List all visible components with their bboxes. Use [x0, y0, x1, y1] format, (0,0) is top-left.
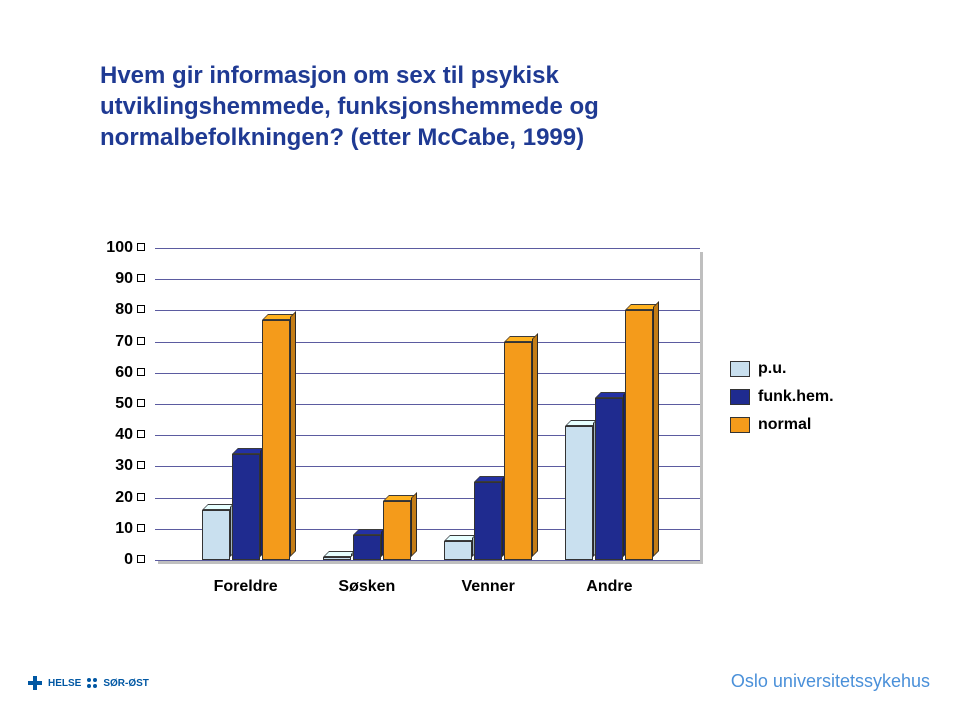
brand-left-text: HELSE	[48, 678, 81, 689]
bar-side	[653, 301, 659, 557]
y-tick-label: 0	[98, 551, 133, 569]
y-tick-box	[137, 430, 145, 438]
x-label: Foreldre	[214, 578, 278, 596]
bar-funk	[353, 535, 381, 560]
dots-icon	[87, 678, 97, 688]
bar-side	[290, 311, 296, 557]
legend-label: normal	[758, 416, 811, 434]
bar-funk	[232, 454, 260, 560]
x-label: Andre	[586, 578, 632, 596]
y-tick-box	[137, 524, 145, 532]
legend-swatch	[730, 417, 750, 433]
bar-norm	[625, 310, 653, 560]
grid-line	[155, 248, 700, 249]
y-tick-box	[137, 399, 145, 407]
y-axis: 0102030405060708090100	[100, 240, 145, 560]
y-tick-box	[137, 555, 145, 563]
legend-label: funk.hem.	[758, 388, 834, 406]
y-tick-label: 20	[98, 489, 133, 507]
y-tick-label: 100	[98, 239, 133, 257]
brand-left: HELSE SØR-ØST	[28, 676, 149, 690]
y-tick-box	[137, 274, 145, 282]
grid-line	[155, 279, 700, 280]
y-tick-box	[137, 368, 145, 376]
grid-line	[155, 342, 700, 343]
brand-left-sub: SØR-ØST	[103, 678, 149, 689]
bar-side	[411, 492, 417, 557]
y-tick-label: 70	[98, 333, 133, 351]
grid-line	[155, 373, 700, 374]
bar-funk	[595, 398, 623, 560]
bar-funk	[474, 482, 502, 560]
x-label: Søsken	[338, 578, 395, 596]
y-tick-label: 60	[98, 364, 133, 382]
chart-container: 0 10 20 30 40 50 60 70 80 90 100 Foreldre Søsken Ven…	[100, 240, 860, 600]
y-tick-label: 30	[98, 457, 133, 475]
bar-norm	[504, 342, 532, 560]
legend-item-norm: normal	[730, 416, 860, 434]
legend-swatch	[730, 361, 750, 377]
legend-swatch	[730, 389, 750, 405]
y-tick-box	[137, 493, 145, 501]
y-tick-box	[137, 337, 145, 345]
legend-label: p.u.	[758, 360, 786, 378]
x-axis: Foreldre Søsken Venner Andre	[155, 572, 700, 602]
bar-pu	[444, 541, 472, 560]
y-tick-label: 50	[98, 395, 133, 413]
bar-pu	[323, 557, 351, 560]
x-label: Venner	[461, 578, 514, 596]
y-tick-label: 40	[98, 426, 133, 444]
helse-cross-icon	[28, 676, 42, 690]
brand-right: Oslo universitetssykehus	[731, 671, 930, 692]
y-tick-label: 80	[98, 301, 133, 319]
bar-pu	[202, 510, 230, 560]
y-tick-box	[137, 243, 145, 251]
grid-line	[155, 310, 700, 311]
bar-norm	[262, 320, 290, 560]
legend-item-pu: p.u.	[730, 360, 860, 378]
bar-norm	[383, 501, 411, 560]
bar-pu	[565, 426, 593, 560]
y-tick-label: 90	[98, 270, 133, 288]
y-tick-label: 10	[98, 520, 133, 538]
y-tick-box	[137, 305, 145, 313]
plot-area	[155, 248, 700, 560]
legend: p.u. funk.hem. normal	[730, 360, 860, 444]
y-tick-box	[137, 461, 145, 469]
legend-item-funk: funk.hem.	[730, 388, 860, 406]
bar-side	[532, 333, 538, 557]
grid-line	[155, 560, 700, 561]
chart-title: Hvem gir informasjon om sex til psykisk …	[100, 60, 750, 154]
